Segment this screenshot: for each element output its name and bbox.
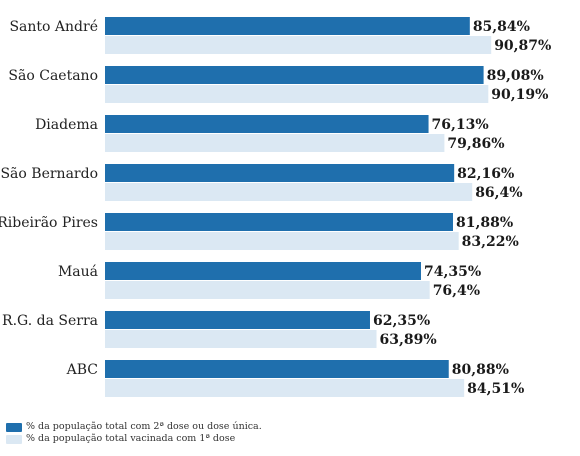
bar-first-dose-sao-bernardo [105,183,473,201]
value-label-first-dose-diadema: 79,86% [447,136,504,152]
bar-second-dose-maua [105,262,421,280]
bar-first-dose-r-g-da-serra [105,330,377,348]
category-label-abc: ABC [66,362,98,378]
value-label-second-dose-ribeirao-pires: 81,88% [456,215,513,231]
category-label-santo-andre: Santo André [9,19,98,35]
bar-second-dose-sao-bernardo [105,164,455,182]
value-label-first-dose-r-g-da-serra: 63,89% [380,332,437,348]
bar-first-dose-ribeirao-pires [105,232,459,250]
legend-swatch-first-dose [6,434,22,444]
value-label-second-dose-diadema: 76,13% [432,117,489,133]
bar-first-dose-abc [105,379,465,397]
category-label-sao-bernardo: São Bernardo [0,166,98,182]
bar-first-dose-maua [105,281,430,299]
category-label-maua: Mauá [58,264,98,280]
legend-swatch-second-dose [6,422,22,432]
bar-first-dose-santo-andre [105,36,492,54]
value-label-first-dose-abc: 84,51% [467,381,524,397]
bar-first-dose-diadema [105,134,445,152]
bar-chart: Santo André 85,84% 90,87% São Caetano 89,08%… [0,17,551,397]
bar-second-dose-ribeirao-pires [105,213,453,231]
legend-item-first-dose: % da população total vacinada com 1ª dos… [6,433,262,445]
value-label-second-dose-sao-caetano: 89,08% [487,68,544,84]
category-label-sao-caetano: São Caetano [8,68,98,84]
value-label-first-dose-sao-bernardo: 86,4% [475,185,522,201]
bar-second-dose-r-g-da-serra [105,311,370,329]
bar-second-dose-sao-caetano [105,66,484,84]
value-label-first-dose-maua: 76,4% [433,283,480,299]
bar-first-dose-sao-caetano [105,85,489,103]
value-label-second-dose-sao-bernardo: 82,16% [457,166,514,182]
legend-item-second-dose: % da população total com 2ª dose ou dose… [6,421,262,433]
bar-second-dose-diadema [105,115,429,133]
category-label-ribeirao-pires: Ribeirão Pires [0,215,98,231]
bar-second-dose-santo-andre [105,17,470,35]
legend: % da população total com 2ª dose ou dose… [6,421,262,445]
value-label-first-dose-sao-caetano: 90,19% [491,87,548,103]
legend-label-first-dose: % da população total vacinada com 1ª dos… [26,433,236,444]
category-label-r-g-da-serra: R.G. da Serra [2,313,98,329]
bar-second-dose-abc [105,360,449,378]
value-label-first-dose-santo-andre: 90,87% [494,38,551,54]
value-label-second-dose-maua: 74,35% [424,264,481,280]
value-label-second-dose-santo-andre: 85,84% [473,19,530,35]
value-label-second-dose-r-g-da-serra: 62,35% [373,313,430,329]
value-label-first-dose-ribeirao-pires: 83,22% [462,234,519,250]
category-label-diadema: Diadema [35,117,98,133]
value-label-second-dose-abc: 80,88% [452,362,509,378]
legend-label-second-dose: % da população total com 2ª dose ou dose… [26,421,262,432]
